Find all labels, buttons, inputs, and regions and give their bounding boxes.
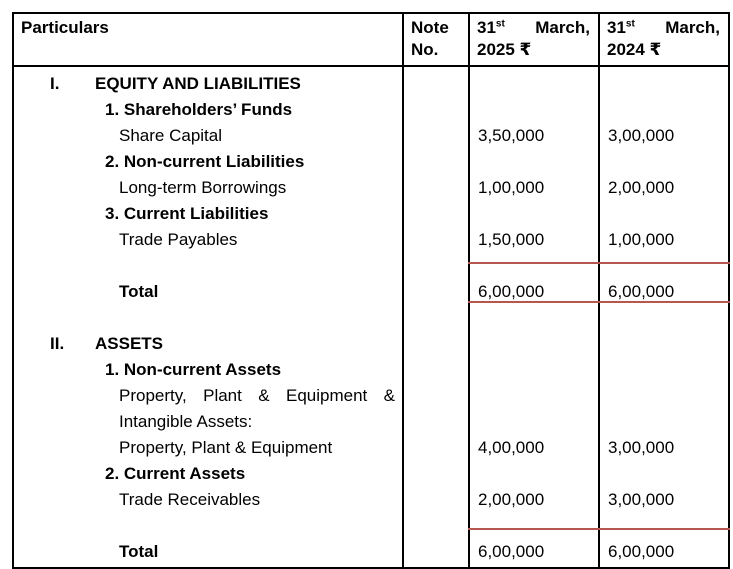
table-header-row: Particulars Note No. 31st March, 2025 ₹ …	[14, 14, 728, 67]
header-particulars-label: Particulars	[21, 18, 109, 37]
header-2024-month: March,	[665, 18, 720, 37]
amount-2024	[600, 383, 728, 409]
row-total-equity-liabilities: Total	[119, 282, 159, 301]
row-share-capital: Share Capital	[119, 126, 223, 145]
row-ppe-intangible-line2: Intangible Assets:	[119, 412, 253, 431]
amount-2024-long-term-borrowings: 2,00,000	[608, 178, 675, 197]
amount-2024-ppe: 3,00,000	[608, 438, 675, 457]
amount-2025	[470, 513, 598, 539]
section-label: EQUITY AND LIABILITIES	[95, 74, 301, 93]
row-blank	[14, 253, 402, 279]
amount-2025-share-capital: 3,50,000	[478, 126, 545, 145]
amount-2025	[470, 97, 598, 123]
amount-2025-ppe: 4,00,000	[478, 438, 545, 457]
amount-2025	[470, 461, 598, 487]
amount-2024	[600, 201, 728, 227]
header-2024-year: 2024 ₹	[607, 40, 662, 59]
amount-2025	[470, 331, 598, 357]
row-blank	[14, 513, 402, 539]
header-particulars: Particulars	[14, 14, 404, 65]
row-section-equity-liabilities: I. EQUITY AND LIABILITIES	[14, 71, 402, 97]
roman-numeral: II.	[50, 334, 65, 353]
amount-2025-total-equity: 6,00,000	[478, 282, 545, 301]
amount-2025-total-assets: 6,00,000	[478, 542, 545, 561]
amount-2024	[600, 409, 728, 435]
amount-2024	[600, 305, 728, 331]
note-no-column	[404, 67, 470, 567]
amount-2025	[470, 71, 598, 97]
row-current-liabilities: 3. Current Liabilities	[105, 204, 269, 223]
amounts-2024-column: 3,00,000 2,00,000 1,00,000 6,00,000 3,00…	[600, 67, 728, 567]
amount-2025-trade-receivables: 2,00,000	[478, 490, 545, 509]
amount-2025	[470, 253, 598, 279]
header-march-2024: 31st March, 2024 ₹	[600, 14, 728, 65]
amount-2025	[470, 305, 598, 331]
amount-2024	[600, 253, 728, 279]
roman-numeral: I.	[50, 74, 60, 93]
row-current-assets: 2. Current Assets	[105, 464, 246, 483]
amount-2025	[470, 201, 598, 227]
amount-2024	[600, 97, 728, 123]
amount-2024	[600, 331, 728, 357]
row-trade-payables: Trade Payables	[119, 230, 238, 249]
amount-2025-long-term-borrowings: 1,00,000	[478, 178, 545, 197]
amount-2025	[470, 409, 598, 435]
row-section-assets: II. ASSETS	[14, 331, 402, 357]
header-note-no: Note No.	[404, 14, 470, 65]
total-equity-top-rule	[468, 262, 730, 264]
row-shareholders-funds: 1. Shareholders’ Funds	[105, 100, 293, 119]
amount-2025	[470, 149, 598, 175]
amount-2024	[600, 149, 728, 175]
ordinal-suffix: st	[625, 18, 635, 30]
row-non-current-liabilities: 2. Non-current Liabilities	[105, 152, 305, 171]
balance-sheet-table: Particulars Note No. 31st March, 2025 ₹ …	[12, 12, 730, 569]
particulars-column: I. EQUITY AND LIABILITIES 1. Shareholders…	[14, 67, 404, 567]
amount-2024	[600, 71, 728, 97]
amounts-2025-column: 3,50,000 1,00,000 1,50,000 6,00,000 4,00…	[470, 67, 600, 567]
row-blank	[14, 305, 402, 331]
section-label: ASSETS	[95, 334, 164, 353]
amount-2025	[470, 357, 598, 383]
header-2024-day: 31st	[607, 18, 635, 37]
row-total-assets: Total	[119, 542, 159, 561]
row-property-plant-equipment: Property, Plant & Equipment	[119, 438, 333, 457]
amount-2025	[470, 383, 598, 409]
total-equity-bottom-rule	[468, 301, 730, 303]
row-trade-receivables: Trade Receivables	[119, 490, 261, 509]
header-2025-month: March,	[535, 18, 590, 37]
amount-2024-total-equity: 6,00,000	[608, 282, 675, 301]
amount-2024-total-assets: 6,00,000	[608, 542, 675, 561]
table-body: I. EQUITY AND LIABILITIES 1. Shareholders…	[14, 67, 728, 567]
amount-2024-share-capital: 3,00,000	[608, 126, 675, 145]
header-note-line1: Note	[411, 18, 449, 37]
amount-2024	[600, 513, 728, 539]
row-non-current-assets: 1. Non-current Assets	[105, 360, 282, 379]
total-assets-top-rule	[468, 528, 730, 530]
header-2025-line1: 31st March,	[477, 17, 592, 39]
ordinal-suffix: st	[495, 18, 505, 30]
row-ppe-intangible-line1: Property, Plant & Equipment &	[119, 386, 395, 405]
header-note-line2: No.	[411, 40, 439, 59]
header-2025-year: 2025 ₹	[477, 40, 532, 59]
header-2025-day: 31st	[477, 18, 505, 37]
row-long-term-borrowings: Long-term Borrowings	[119, 178, 287, 197]
header-march-2025: 31st March, 2025 ₹	[470, 14, 600, 65]
amount-2025-trade-payables: 1,50,000	[478, 230, 545, 249]
amount-2024	[600, 357, 728, 383]
amount-2024-trade-payables: 1,00,000	[608, 230, 675, 249]
header-2024-line1: 31st March,	[607, 17, 722, 39]
amount-2024-trade-receivables: 3,00,000	[608, 490, 675, 509]
amount-2024	[600, 461, 728, 487]
